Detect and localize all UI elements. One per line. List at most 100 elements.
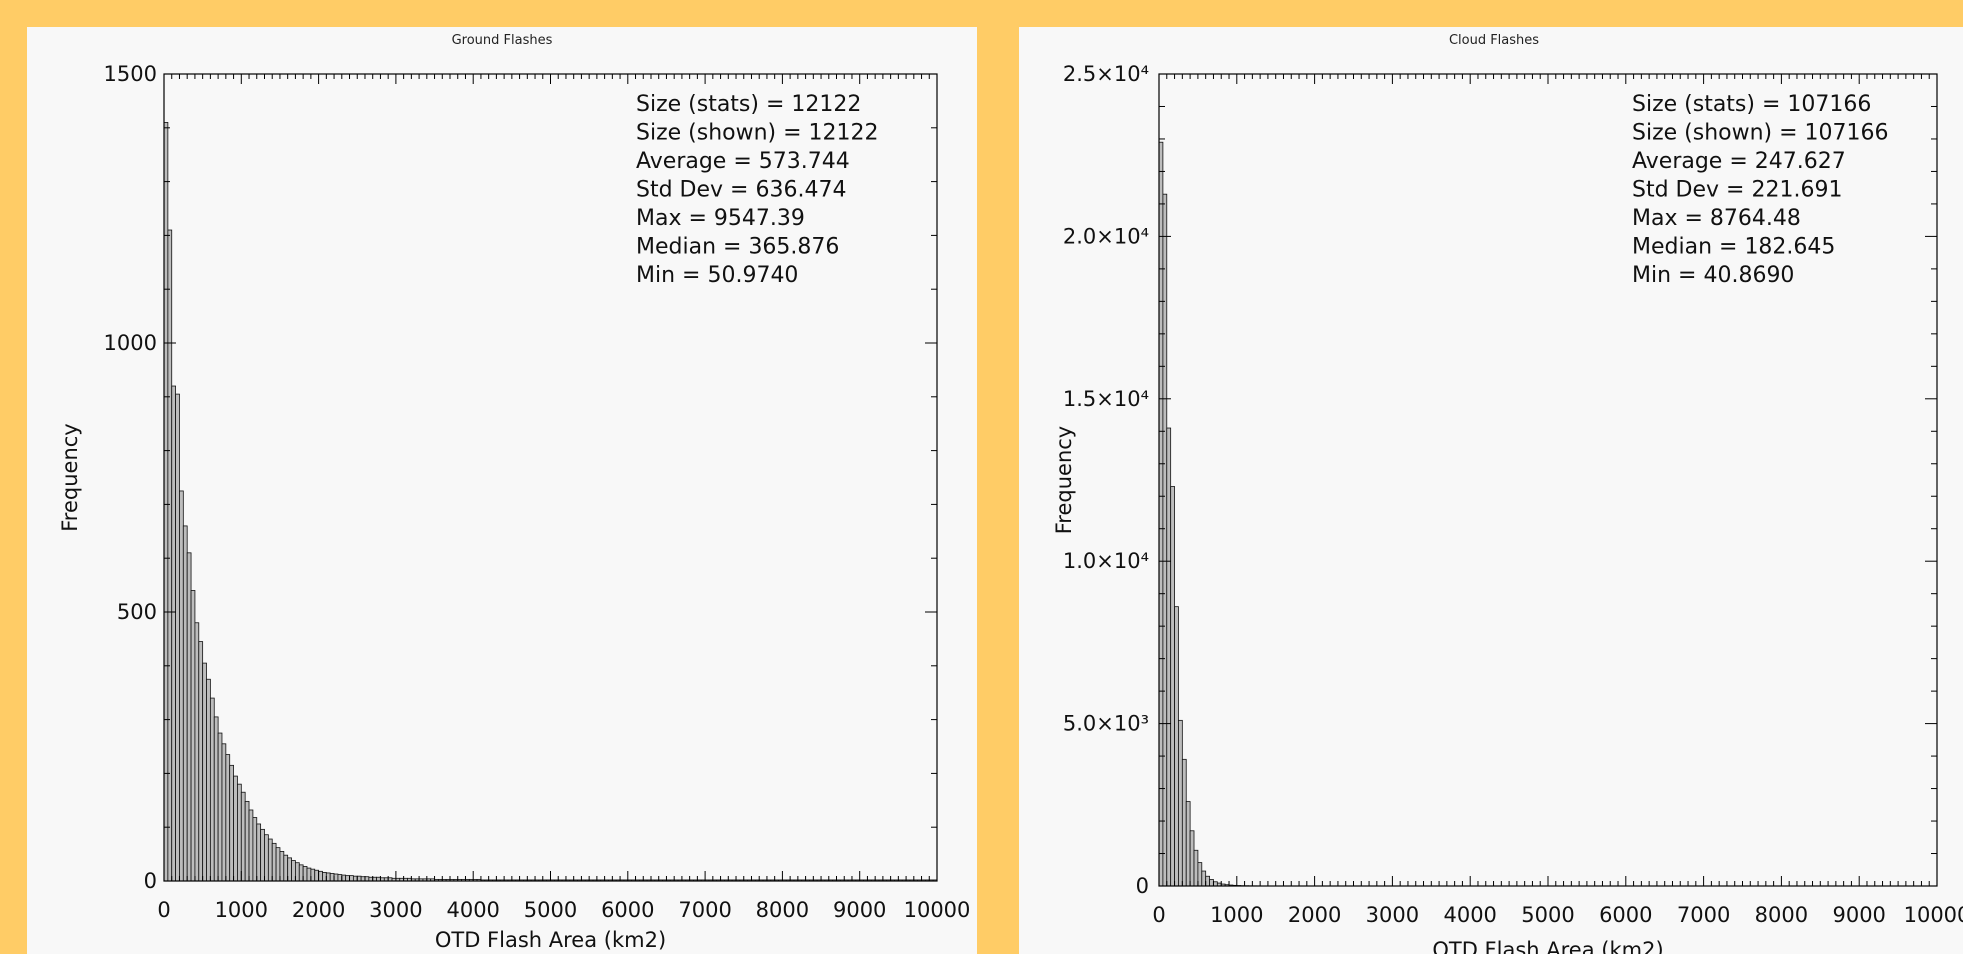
x-tick-label: 4000 xyxy=(1443,903,1496,927)
x-tick-label: 6000 xyxy=(601,898,654,922)
histogram-bar xyxy=(306,867,312,882)
stats-line: Average = 573.744 xyxy=(636,149,850,174)
histogram-bar xyxy=(298,864,304,882)
histogram-bar xyxy=(279,851,285,882)
histogram-bar xyxy=(287,857,292,882)
x-tick-label: 1000 xyxy=(1210,903,1263,927)
histogram-bar xyxy=(186,552,192,882)
x-axis-title: OTD Flash Area (km2) xyxy=(435,928,666,952)
stats-line: Max = 8764.48 xyxy=(1632,206,1801,231)
cloud-flashes-panel: Cloud Flashes 0 1000 2000 3000 4000 5000 6000 7… xyxy=(1019,27,1963,954)
histogram-bar xyxy=(1178,719,1183,887)
histogram-bar xyxy=(1197,862,1203,887)
histogram-bar xyxy=(1162,193,1168,887)
histogram-bar xyxy=(233,775,238,882)
histogram-bar xyxy=(190,590,196,882)
chart-title: Ground Flashes xyxy=(452,33,553,48)
histogram-bar xyxy=(1174,606,1179,887)
histogram-bar xyxy=(291,860,296,882)
histogram-bar xyxy=(318,870,323,882)
x-tick-label: 4000 xyxy=(446,898,499,922)
histogram-bar xyxy=(364,876,370,882)
y-tick-label: 2.5×10⁴ xyxy=(1063,62,1149,86)
x-tick-label: 0 xyxy=(157,898,170,922)
stats-line: Min = 50.9740 xyxy=(636,263,798,288)
x-tick-label: 2000 xyxy=(292,898,345,922)
histogram-bar xyxy=(283,854,289,882)
y-tick-label: 1.0×10⁴ xyxy=(1063,549,1149,573)
histogram-bar xyxy=(179,490,184,882)
histogram-bar xyxy=(267,838,273,882)
y-tick-label: 0 xyxy=(1136,874,1149,898)
histogram-bar xyxy=(237,783,242,882)
histogram-bar xyxy=(356,875,362,882)
histogram-bar xyxy=(329,873,335,882)
x-tick-label: 2000 xyxy=(1288,903,1341,927)
stats-line: Average = 247.627 xyxy=(1632,149,1846,174)
x-tick-label: 0 xyxy=(1152,903,1165,927)
histogram-bar xyxy=(333,873,339,882)
histogram-bar xyxy=(345,875,350,882)
histogram-bar xyxy=(202,662,207,882)
histogram-bar xyxy=(217,732,223,882)
x-tick-label: 5000 xyxy=(1521,903,1574,927)
histogram-bar xyxy=(1209,879,1214,887)
histogram-bar xyxy=(1201,870,1207,887)
histogram-bar xyxy=(1185,801,1191,887)
stats-line: Median = 365.876 xyxy=(636,235,839,260)
histogram-bar xyxy=(260,828,265,882)
histogram-bar xyxy=(240,791,246,882)
ground-flashes-histogram: Ground Flashes 0 1000 2000 3000 4000 5000 6000… xyxy=(58,33,970,952)
histogram-bar xyxy=(209,697,215,882)
histogram-bar xyxy=(213,716,219,882)
histogram-bar xyxy=(349,875,354,882)
y-tick-label: 1.5×10⁴ xyxy=(1063,387,1149,411)
x-tick-label: 3000 xyxy=(369,898,422,922)
y-tick-label: 2.0×10⁴ xyxy=(1063,224,1149,248)
x-tick-label: 7000 xyxy=(1677,903,1730,927)
histogram-bar xyxy=(182,525,188,882)
y-tick-label: 1000 xyxy=(104,331,157,355)
histogram-bar xyxy=(198,641,204,882)
histogram-bar xyxy=(352,875,358,882)
histogram-bar xyxy=(244,800,250,882)
stats-line: Size (stats) = 12122 xyxy=(636,92,861,117)
y-tick-label: 1500 xyxy=(104,62,157,86)
histogram-bar xyxy=(325,872,331,882)
stats-line: Std Dev = 221.691 xyxy=(1632,178,1842,203)
histogram-bar xyxy=(1193,849,1199,887)
histogram-bar xyxy=(206,678,211,882)
x-tick-label: 9000 xyxy=(833,898,886,922)
y-axis-title: Frequency xyxy=(1052,426,1076,535)
histogram-bar xyxy=(310,868,316,882)
x-tick-label: 10000 xyxy=(1904,903,1963,927)
histogram-bar xyxy=(248,809,254,882)
stats-line: Std Dev = 636.474 xyxy=(636,178,846,203)
histogram-bar xyxy=(252,817,258,882)
histogram-bar xyxy=(302,866,308,882)
histogram-bar xyxy=(1205,875,1210,887)
x-tick-label: 8000 xyxy=(1755,903,1808,927)
histogram-bar xyxy=(1170,486,1175,887)
y-tick-label: 0 xyxy=(144,869,157,893)
histogram-bar xyxy=(360,876,366,882)
histogram-bar xyxy=(1189,830,1195,887)
x-tick-label: 5000 xyxy=(524,898,577,922)
stats-line: Size (shown) = 12122 xyxy=(636,121,879,146)
histogram-bar xyxy=(225,754,231,882)
x-axis-title: OTD Flash Area (km2) xyxy=(1432,938,1663,954)
y-tick-label: 5.0×10³ xyxy=(1063,712,1149,736)
histogram-bar xyxy=(194,622,200,882)
y-axis-title: Frequency xyxy=(58,423,82,532)
histogram-bar xyxy=(275,847,281,882)
histogram-bar xyxy=(1213,881,1218,887)
stats-line: Size (shown) = 107166 xyxy=(1632,121,1889,146)
histogram-bar xyxy=(322,871,327,882)
histogram-bar xyxy=(229,764,234,882)
histogram-bar xyxy=(314,869,320,882)
x-tick-label: 9000 xyxy=(1832,903,1885,927)
y-tick-label: 500 xyxy=(117,600,157,624)
stats-line: Size (stats) = 107166 xyxy=(1632,92,1871,117)
histogram-bar xyxy=(1181,758,1187,887)
x-tick-label: 8000 xyxy=(756,898,809,922)
